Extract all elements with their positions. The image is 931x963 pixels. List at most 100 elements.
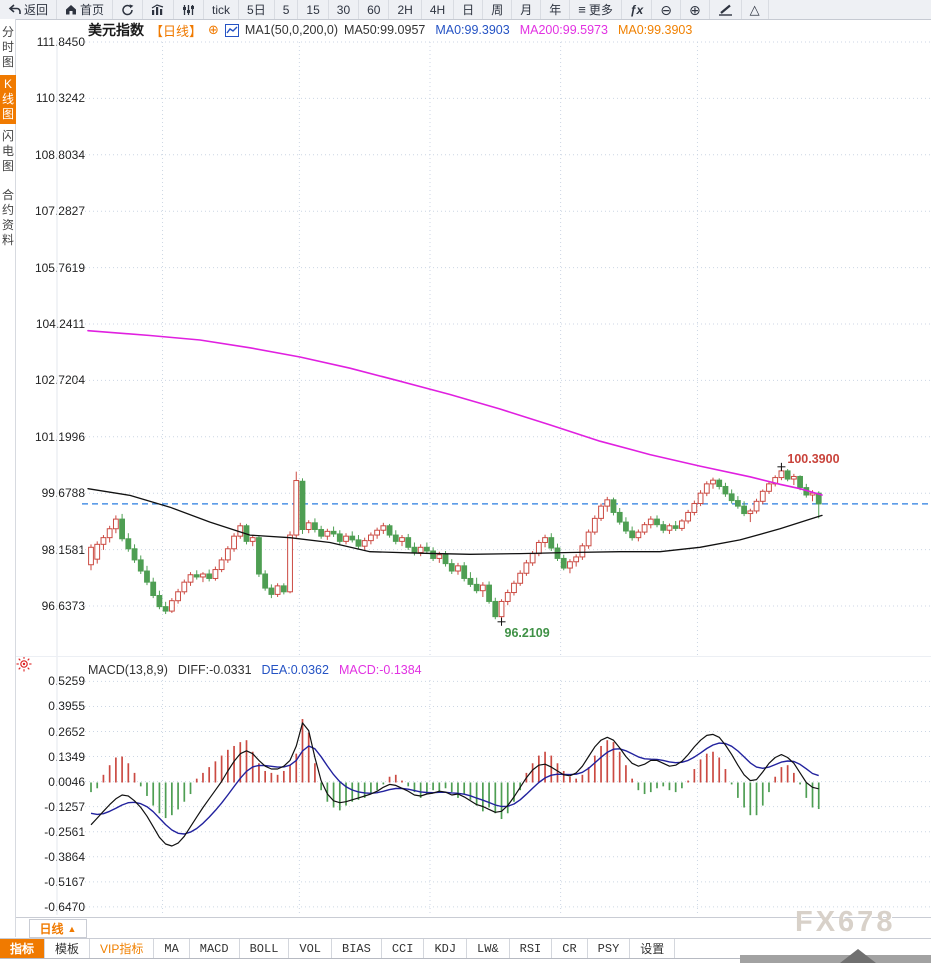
diff-line	[90, 722, 819, 847]
add-compare-icon[interactable]: ⊕	[208, 22, 219, 37]
y-axis-tick: 99.6788	[41, 486, 85, 501]
candle-body	[343, 535, 349, 542]
indicator-tab-PSY[interactable]: PSY	[588, 939, 631, 958]
y-axis-tick: 110.3242	[35, 91, 85, 106]
candle-body	[361, 540, 368, 547]
back-arrow-icon	[8, 4, 21, 15]
candle-body	[442, 554, 449, 565]
candle-body	[766, 483, 772, 492]
candle-body	[697, 492, 704, 505]
indicator-tab-VIP指标[interactable]: VIP指标	[90, 939, 155, 958]
candle-body	[430, 550, 437, 559]
candle-body	[535, 541, 542, 555]
zoom-out-button[interactable]: ⊖	[652, 0, 681, 19]
candle-body	[716, 479, 723, 487]
period-selector[interactable]: 日线 ▲	[29, 919, 87, 938]
candle-body	[318, 528, 325, 537]
refresh-button[interactable]	[113, 0, 144, 19]
y-axis-tick: 111.8450	[36, 35, 85, 49]
sidebar-item-闪电图[interactable]: 闪电图	[1, 129, 14, 173]
indicator-tab-MA[interactable]: MA	[154, 939, 190, 958]
indicator-tab-CCI[interactable]: CCI	[382, 939, 425, 958]
symbol-name: 美元指数	[88, 22, 144, 38]
candle-body	[504, 592, 511, 602]
sidebar-item-分时图[interactable]: 分时图	[1, 25, 14, 69]
ma-value-0: MA50:99.0957	[344, 23, 426, 37]
candle-body	[511, 582, 517, 594]
candle-body	[212, 569, 219, 579]
indicator-tab-指标[interactable]: 指标	[0, 939, 46, 958]
candle-body	[660, 524, 667, 531]
sidebar-item-K线图[interactable]: K线图	[0, 75, 16, 124]
period-日-button[interactable]: 日	[454, 0, 484, 19]
shapes-button[interactable]: △	[742, 0, 769, 19]
more-label: 更多	[588, 3, 613, 17]
indicator-tab-BIAS[interactable]: BIAS	[332, 939, 382, 958]
period-年-button[interactable]: 年	[541, 0, 571, 19]
chart-style-button[interactable]	[143, 0, 175, 19]
candle-body	[305, 522, 312, 530]
candle-body	[610, 499, 617, 513]
period-5日-button[interactable]: 5日	[239, 0, 275, 19]
sidebar-item-合约资料[interactable]: 合约资料	[1, 188, 14, 247]
period-周-button[interactable]: 周	[483, 0, 513, 19]
y-axis-tick: 108.8034	[34, 147, 85, 162]
more-button[interactable]: ≡ 更多	[570, 0, 622, 19]
period-2H-button[interactable]: 2H	[389, 0, 422, 19]
zoom-in-button[interactable]: ⊕	[681, 0, 710, 19]
indicator-tab-KDJ[interactable]: KDJ	[424, 939, 468, 958]
candle-body	[560, 557, 567, 569]
period-15-button[interactable]: 15	[298, 0, 329, 19]
y-axis-tick: -0.5167	[44, 874, 85, 889]
candle-body	[392, 534, 399, 542]
candle-body	[591, 517, 598, 533]
indicator-tab-RSI[interactable]: RSI	[510, 939, 553, 958]
candle-body	[405, 537, 412, 548]
draw-button[interactable]	[710, 0, 742, 19]
indicator-settings-sun-icon[interactable]	[16, 656, 32, 672]
y-axis-tick: -0.3864	[44, 849, 85, 864]
period-5-button[interactable]: 5	[275, 0, 299, 19]
candle-body	[728, 493, 735, 502]
formula-button[interactable]: ƒx	[622, 0, 653, 19]
candle-body	[666, 525, 673, 531]
candle-body	[193, 574, 200, 578]
indicator-tab-MACD[interactable]: MACD	[190, 939, 240, 958]
candle-body	[672, 525, 679, 529]
back-button[interactable]: 返回	[0, 0, 58, 19]
candle-body	[94, 543, 101, 560]
indicator-tab-BOLL[interactable]: BOLL	[240, 939, 290, 958]
period-4H-button[interactable]: 4H	[422, 0, 455, 19]
candle-body	[436, 554, 443, 559]
indicator-tab-LW&[interactable]: LW&	[467, 939, 510, 958]
triangle-icon: △	[749, 2, 760, 17]
indicator-tab-VOL[interactable]: VOL	[289, 939, 333, 958]
candle-body	[88, 546, 94, 566]
candle-body	[355, 539, 362, 547]
candle-body	[181, 581, 188, 593]
low-price-label: 96.2109	[505, 626, 550, 640]
candle-body	[224, 548, 231, 561]
home-icon	[65, 4, 77, 15]
period-tick-button[interactable]: tick	[204, 0, 240, 19]
candle-body	[312, 522, 318, 530]
candle-body	[710, 479, 716, 485]
home-button[interactable]: 首页	[57, 0, 114, 19]
candle-body	[685, 511, 692, 522]
ma-values: MA50:99.0957 MA0:99.3903 MA200:99.5973 MA0:…	[344, 23, 692, 37]
candle-body	[579, 545, 586, 558]
candle-body	[330, 530, 337, 535]
indicator-tab-模板[interactable]: 模板	[45, 939, 91, 958]
period-60-button[interactable]: 60	[359, 0, 390, 19]
period-30-button[interactable]: 30	[329, 0, 360, 19]
period-selector-label: 日线	[39, 922, 64, 936]
indicator-tab-CR[interactable]: CR	[552, 939, 588, 958]
period-月-button[interactable]: 月	[512, 0, 542, 19]
ma200-line	[87, 329, 823, 496]
indicator-tab-设置[interactable]: 设置	[630, 939, 676, 958]
ma50-line	[87, 488, 823, 555]
candle-body	[734, 500, 741, 507]
panel-drag-handle[interactable]	[740, 948, 931, 963]
volume-panel-button[interactable]	[174, 0, 205, 19]
